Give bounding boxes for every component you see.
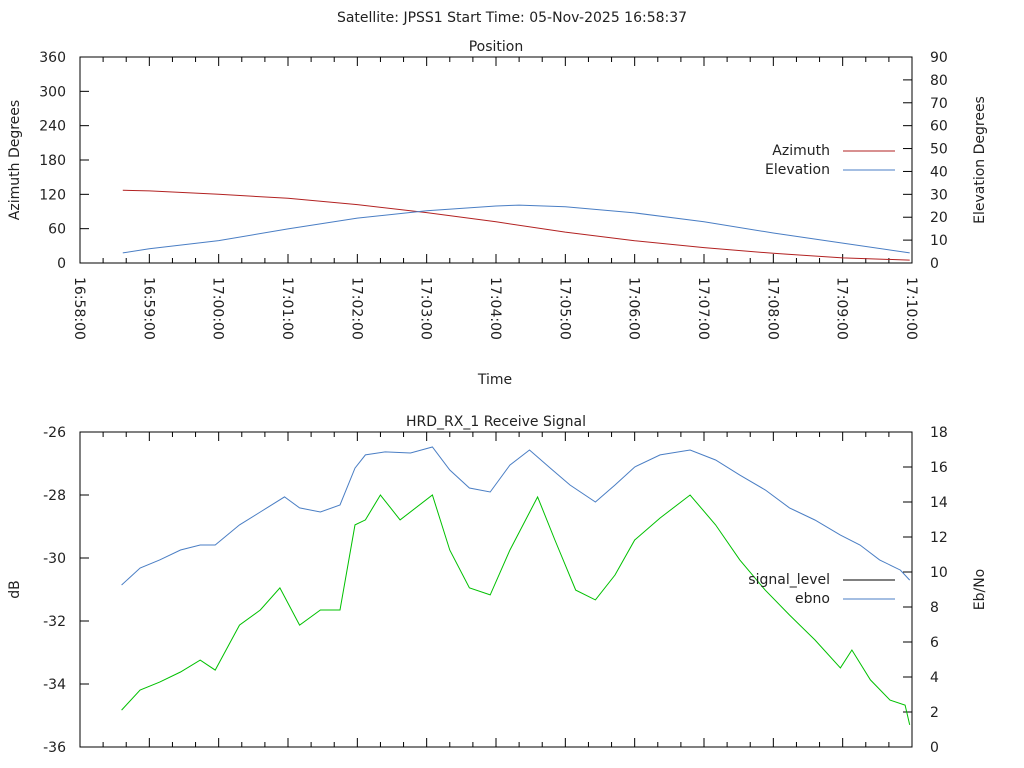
x-tick-label: 17:06:00 [626,277,642,340]
y2-tick-label: 90 [930,50,948,66]
y2-tick-label: 50 [930,142,948,158]
y2-tick-label: 20 [930,210,948,226]
legend-label: Azimuth [772,143,830,159]
x-tick-label: 17:01:00 [279,277,295,340]
x-tick-label: 17:07:00 [695,277,711,340]
y2-tick-label: 10 [930,565,948,581]
y-tick-label: -28 [43,488,66,504]
y2-tick-label: 6 [930,635,939,651]
receive-signal-plot: HRD_RX_1 Receive Signal -36 -34 -32 -30 -28 -2… [7,414,988,756]
y-tick-label: 300 [39,84,66,100]
y-tick-label: 120 [39,187,66,203]
y2-tick-label: 16 [930,460,948,476]
x-tick-label: 17:10:00 [903,277,919,340]
x-axis-label: Time [477,372,512,388]
y2-axis-label: Elevation Degrees [972,96,988,224]
series-line-elevation [122,204,910,254]
y-tick-label: -30 [43,551,66,567]
y2-tick-label: 2 [930,705,939,721]
x-tick-label: 17:04:00 [487,277,503,340]
y2-tick-label: 18 [930,425,948,441]
figure-title: Satellite: JPSS1 Start Time: 05-Nov-2025… [337,10,687,26]
series-line-azimuth [122,189,910,261]
series-line-signal-level [121,494,911,726]
x-tick-label: 17:08:00 [764,277,780,340]
y2-axis-label: Eb/No [972,569,988,611]
y2-tick-label: 10 [930,233,948,249]
y-axis-label: dB [7,580,23,599]
y-tick-label: 180 [39,153,66,169]
y-tick-label: -34 [43,677,66,693]
plot-title: Position [469,39,524,55]
plot-frame [79,56,913,264]
y2-tick-label: 40 [930,164,948,180]
legend-label: Elevation [765,162,830,178]
plot-title: HRD_RX_1 Receive Signal [406,414,586,430]
y2-tick-label: 4 [930,670,939,686]
y-tick-label: 360 [39,50,66,66]
y2-tick-label: 8 [930,600,939,616]
x-tick-label: 17:03:00 [418,277,434,340]
y-tick-label: -32 [43,614,66,630]
y-tick-label: -36 [43,740,66,756]
y2-tick-label: 14 [930,495,948,511]
x-tick-label: 16:59:00 [140,277,156,340]
y2-tick-label: 12 [930,530,948,546]
y-tick-label: 0 [57,256,66,272]
x-tick-label: 17:09:00 [834,277,850,340]
series-line-ebno [121,446,911,586]
x-tick-label: 17:05:00 [556,277,572,340]
y-tick-label: 60 [48,222,66,238]
y2-tick-label: 0 [930,256,939,272]
y2-tick-label: 80 [930,73,948,89]
y2-tick-label: 0 [930,740,939,756]
y2-tick-label: 30 [930,187,948,203]
x-tick-label: 17:02:00 [348,277,364,340]
legend-label: ebno [795,591,830,607]
y-tick-label: 240 [39,119,66,135]
y-tick-label: -26 [43,425,66,441]
position-plot: Position 16:58:00 16:59:00 17:00:00 17:01:00… [7,39,988,388]
legend-label: signal_level [748,572,830,588]
y-axis-label: Azimuth Degrees [7,100,23,220]
y2-tick-label: 70 [930,96,948,112]
x-tick-label: 17:00:00 [210,277,226,340]
y2-tick-label: 60 [930,119,948,135]
x-tick-label: 16:58:00 [71,277,87,340]
plot-frame [79,431,913,748]
